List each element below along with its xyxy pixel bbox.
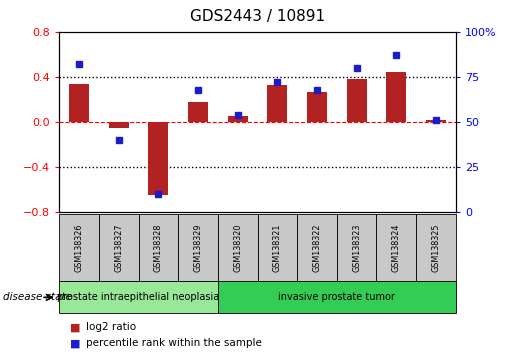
Text: percentile rank within the sample: percentile rank within the sample (86, 338, 262, 348)
Text: GSM138320: GSM138320 (233, 224, 242, 272)
Text: ■: ■ (70, 322, 80, 332)
Text: GSM138324: GSM138324 (392, 224, 401, 272)
Text: GSM138323: GSM138323 (352, 224, 361, 272)
Text: GSM138327: GSM138327 (114, 223, 123, 272)
Text: GSM138326: GSM138326 (75, 224, 83, 272)
Text: GDS2443 / 10891: GDS2443 / 10891 (190, 9, 325, 24)
Bar (347, 79, 367, 122)
Text: invasive prostate tumor: invasive prostate tumor (279, 292, 395, 302)
Text: disease state: disease state (3, 292, 72, 302)
Text: GSM138322: GSM138322 (313, 223, 321, 272)
Bar (69, 84, 89, 122)
Bar (188, 102, 208, 122)
Text: GSM138329: GSM138329 (194, 223, 202, 272)
Bar (228, 116, 248, 122)
Text: GSM138325: GSM138325 (432, 223, 440, 272)
Bar (109, 122, 129, 128)
Text: GSM138321: GSM138321 (273, 224, 282, 272)
Bar (148, 122, 168, 195)
Bar (386, 73, 406, 122)
Text: GSM138328: GSM138328 (154, 224, 163, 272)
Text: log2 ratio: log2 ratio (86, 322, 136, 332)
Bar (426, 120, 446, 122)
Bar (267, 85, 287, 122)
Text: prostate intraepithelial neoplasia: prostate intraepithelial neoplasia (57, 292, 220, 302)
Text: ■: ■ (70, 338, 80, 348)
Bar (307, 92, 327, 122)
